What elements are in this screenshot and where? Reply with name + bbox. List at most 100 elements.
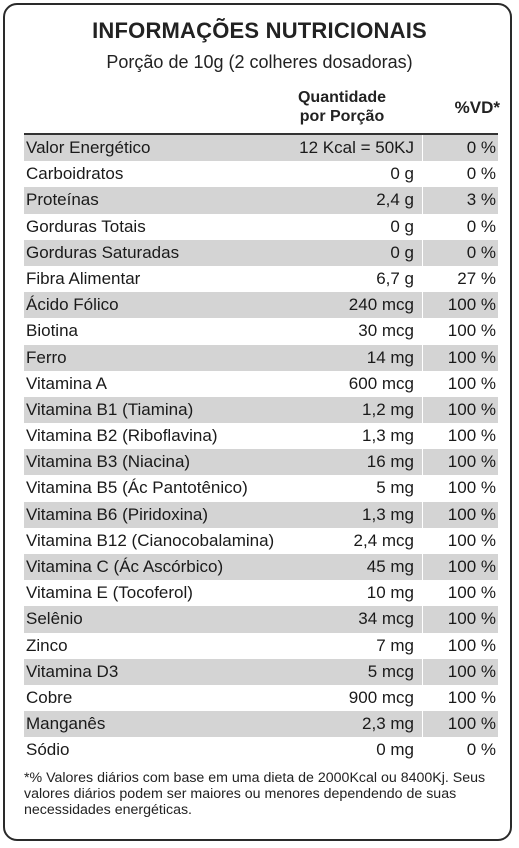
nutrient-quantity: 5 mg [376, 478, 414, 498]
nutrient-daily-value: 0 % [466, 242, 496, 262]
table-row: Ácido Fólico 240 mcg 100 % [24, 292, 498, 319]
nutrient-daily-value: 100 % [447, 504, 496, 524]
table-row: Biotina 30 mcg 100 % [24, 318, 498, 345]
column-divider [422, 213, 423, 240]
column-divider [422, 554, 423, 581]
column-divider [422, 711, 423, 738]
nutrient-name: Vitamina C (Ác Ascórbico) [26, 557, 224, 576]
nutrient-name: Vitamina B1 (Tiamina) [26, 399, 194, 419]
nutrient-name: Cobre [26, 687, 73, 707]
nutrient-quantity: 600 mcg [348, 373, 414, 393]
column-divider [422, 606, 423, 633]
serving-size: Porção de 10g (2 colheres dosadoras) [106, 52, 413, 72]
nutrient-daily-value: 100 % [447, 426, 496, 446]
column-divider [422, 475, 423, 502]
table-row: Carboidratos 0 g 0 % [24, 161, 498, 188]
column-divider [422, 292, 423, 319]
table-row: Vitamina B1 (Tiamina) 1,2 mg 100 % [24, 396, 498, 424]
table-row: Vitamina B6 (Piridoxina) 1,3 mg 100 % [24, 501, 498, 528]
nutrient-name: Vitamina B12 (Cianocobalamina) [26, 530, 275, 550]
nutrient-quantity: 240 mcg [348, 295, 414, 315]
nutrient-quantity: 30 mcg [358, 321, 414, 341]
table-row: Gorduras Totais 0 g 0 % [24, 213, 498, 240]
nutrient-name: Gorduras Totais [26, 216, 146, 236]
nutrient-name: Vitamina B6 (Piridoxina) [26, 504, 209, 524]
table-row: Ferro 14 mg 100 % [24, 344, 498, 371]
column-divider [422, 318, 423, 345]
column-divider [422, 396, 423, 424]
nutrient-daily-value: 100 % [447, 321, 496, 341]
nutrient-name: Proteínas [26, 190, 99, 210]
nutrient-name: Valor Energético [26, 138, 151, 157]
column-divider [422, 135, 423, 162]
nutrient-daily-value: 100 % [447, 714, 496, 734]
nutrient-quantity: 2,4 mcg [353, 530, 414, 550]
header-rule [24, 133, 498, 135]
table-row: Manganês 2,3 mg 100 % [24, 711, 498, 738]
column-divider [422, 449, 423, 476]
nutrient-daily-value: 100 % [447, 661, 496, 681]
column-divider [422, 684, 423, 712]
nutrient-daily-value: 100 % [447, 530, 496, 550]
column-divider [422, 632, 423, 659]
column-header-quantity-line1: Quantidade [297, 89, 386, 106]
column-divider [422, 527, 423, 554]
nutrient-quantity: 1,3 mg [362, 504, 414, 524]
nutrient-daily-value: 100 % [447, 635, 496, 655]
nutrient-quantity: 12 Kcal = 50KJ [299, 138, 414, 157]
nutrient-daily-value: 100 % [447, 557, 496, 576]
column-divider [422, 580, 423, 607]
nutrient-daily-value: 100 % [447, 399, 496, 419]
table-row: Zinco 7 mg 100 % [24, 632, 498, 659]
nutrient-quantity: 2,3 mg [362, 714, 414, 734]
table-row: Vitamina B12 (Cianocobalamina) 2,4 mcg 100… [24, 527, 498, 554]
nutrient-name: Vitamina A [26, 373, 107, 393]
nutrient-quantity: 0 mg [376, 740, 414, 760]
nutrient-daily-value: 100 % [447, 452, 496, 472]
nutrient-quantity: 2,4 g [376, 190, 414, 210]
column-divider [422, 370, 423, 397]
nutrient-quantity: 1,3 mg [362, 426, 414, 446]
nutrient-quantity: 0 g [390, 164, 414, 184]
table-row: Proteínas 2,4 g 3 % [24, 187, 498, 214]
column-divider [422, 737, 423, 764]
column-divider [422, 423, 423, 450]
nutrient-name: Vitamina D3 [26, 661, 119, 681]
nutrient-daily-value: 100 % [447, 583, 496, 603]
nutrient-quantity: 16 mg [366, 452, 414, 472]
nutrient-name: Vitamina B2 (Riboflavina) [26, 426, 218, 446]
table-row: Vitamina B5 (Ác Pantotênico) 5 mg 100 % [24, 475, 498, 502]
table-row: Cobre 900 mcg 100 % [24, 684, 498, 712]
nutrient-name: Sódio [26, 740, 70, 760]
nutrient-quantity: 900 mcg [348, 687, 414, 707]
nutrient-quantity: 34 mcg [358, 609, 414, 629]
table-row: Vitamina D3 5 mcg 100 % [24, 658, 498, 685]
table-row: Fibra Alimentar 6,7 g 27 % [24, 265, 498, 293]
table-row: Vitamina B3 (Niacina) 16 mg 100 % [24, 449, 498, 476]
nutrient-quantity: 0 g [390, 216, 414, 236]
nutrition-table: Valor Energético 12 Kcal = 50KJ 0 % Carboid… [24, 135, 498, 764]
nutrient-daily-value: 27 % [457, 268, 496, 288]
column-divider [422, 187, 423, 214]
table-row: Vitamina A 600 mcg 100 % [24, 370, 498, 397]
table-row: Sódio 0 mg 0 % [24, 737, 498, 764]
table-row: Gorduras Saturadas 0 g 0 % [24, 239, 498, 266]
nutrient-quantity: 45 mg [366, 557, 414, 576]
nutrient-name: Vitamina B5 (Ác Pantotênico) [26, 478, 248, 498]
column-divider [422, 239, 423, 266]
table-row: Selênio 34 mcg 100 % [24, 606, 498, 633]
nutrient-quantity: 7 mg [376, 635, 414, 655]
nutrient-name: Vitamina B3 (Niacina) [26, 452, 191, 472]
nutrient-daily-value: 100 % [447, 373, 496, 393]
column-divider [422, 344, 423, 371]
nutrient-name: Ferro [26, 347, 67, 367]
nutrient-quantity: 6,7 g [376, 268, 414, 288]
nutrient-name: Zinco [26, 635, 68, 655]
nutrient-daily-value: 3 % [466, 190, 496, 210]
nutrient-name: Vitamina E (Tocoferol) [26, 583, 193, 603]
column-header-vd: %VD* [454, 98, 500, 117]
nutrient-quantity: 14 mg [366, 347, 414, 367]
nutrient-daily-value: 0 % [466, 164, 496, 184]
nutrient-name: Ácido Fólico [26, 295, 119, 315]
column-header-quantity-line2: por Porção [299, 108, 385, 125]
